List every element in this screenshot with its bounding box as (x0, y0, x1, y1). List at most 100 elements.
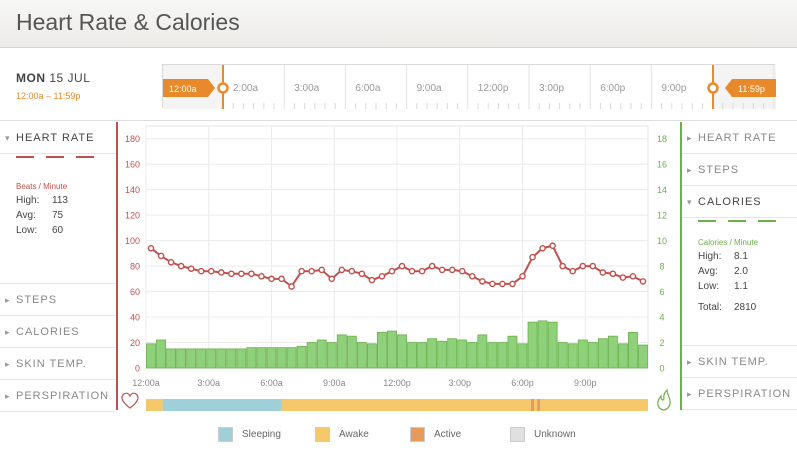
calorie-bar (156, 339, 166, 369)
x-tick-label: 6:00p (511, 378, 534, 388)
sidebar-item-calories[interactable]: CALORIES (682, 186, 797, 218)
range-label: 12:00a – 11:59p (16, 91, 81, 101)
heart-rate-point (519, 272, 526, 280)
y-right-tick-label: 10 (657, 236, 667, 246)
timeline-tick-label: 9:00p (661, 83, 686, 94)
timeline-tick-label: 3:00p (539, 83, 564, 94)
y-right-tick-label: 18 (657, 134, 667, 144)
y-right-tick-label: 0 (659, 364, 664, 374)
legend-item-active: Active (410, 427, 461, 442)
y-left-tick-label: 100 (125, 236, 140, 246)
calorie-bar (226, 348, 237, 369)
heart-rate-point (428, 262, 436, 270)
sidebar-item-perspiration[interactable]: PERSPIRATION (0, 380, 116, 412)
heart-rate-point (268, 275, 275, 283)
heart-rate-point (468, 272, 476, 280)
y-left-tick-label: 140 (125, 185, 140, 195)
stat-low: Low: 60 (16, 225, 64, 236)
calorie-bar (206, 348, 217, 369)
heart-rate-point (177, 262, 185, 270)
heart-rate-point (318, 266, 325, 274)
activity-segment (540, 399, 648, 411)
timeline-tick-label: 6:00p (600, 83, 625, 94)
calorie-bar (567, 343, 578, 369)
date-label: MON 15 JUL (16, 71, 90, 85)
heart-rate-point (187, 265, 195, 272)
calorie-bar (326, 342, 337, 369)
heart-rate-point (599, 269, 607, 276)
calorie-bar (377, 331, 387, 369)
calorie-bar (296, 345, 307, 369)
sidebar-item-steps[interactable]: STEPS (0, 284, 116, 316)
left-sidebar: HEART RATE Beats / Minute High:113 Avg:7… (0, 122, 116, 412)
sidebar-item-label: HEART RATE (16, 132, 95, 144)
heart-rate-point (298, 267, 305, 275)
calorie-bar (437, 340, 448, 369)
y-left-tick-label: 80 (130, 262, 140, 272)
heart-rate-point (207, 267, 215, 275)
heart-rate-point (609, 270, 617, 278)
calorie-bar (407, 342, 417, 369)
sidebar-item-steps[interactable]: STEPS (682, 154, 797, 186)
calorie-bar (166, 348, 177, 369)
heart-rate-point (438, 266, 446, 274)
date-value: 15 JUL (49, 71, 91, 85)
sidebar-item-calories[interactable]: CALORIES (0, 316, 116, 348)
calorie-bar (216, 348, 227, 369)
heart-rate-point (559, 262, 566, 270)
calorie-bar (246, 347, 257, 369)
calorie-bar (427, 338, 438, 369)
y-left-tick-label: 20 (130, 338, 140, 348)
y-left-tick-label: 180 (125, 134, 140, 144)
calorie-bar (236, 348, 247, 369)
y-left-tick-label: 120 (125, 211, 140, 221)
heart-rate-point (348, 267, 356, 275)
heart-rate-point (378, 272, 386, 280)
heart-rate-panel: Beats / Minute High: 113 Avg: 75 Low: 60 (0, 154, 116, 284)
calories-dash-line (698, 220, 776, 222)
sidebar-item-heart-rate[interactable]: HEART RATE (682, 122, 797, 154)
activity-segment (146, 399, 163, 411)
calorie-bar (286, 347, 297, 369)
calorie-bar (477, 334, 488, 369)
app-header: Heart Rate & Calories (0, 0, 797, 48)
page-title: Heart Rate & Calories (16, 9, 240, 35)
calorie-bar (628, 331, 638, 369)
heart-rate-point (509, 280, 516, 288)
calories-unit: Calories / Minute (698, 238, 759, 247)
activity-legend: Sleeping Awake Active Unknown (0, 420, 797, 450)
timeline-tick-label: 6:00a (355, 83, 380, 94)
left-axis-pointer (110, 158, 117, 172)
y-right-tick-label: 6 (659, 287, 664, 297)
heart-rate-point (529, 253, 536, 261)
start-handle-label: 12:00a (169, 84, 197, 94)
legend-item-awake: Awake (315, 427, 369, 442)
calorie-bar (507, 335, 518, 369)
sidebar-item-perspiration[interactable]: PERSPIRATION (682, 378, 797, 410)
x-tick-label: 12:00p (383, 378, 411, 388)
legend-item-unknown: Unknown (510, 427, 576, 442)
end-handle-label: 11:59p (738, 84, 765, 94)
sidebar-item-heart-rate[interactable]: HEART RATE (0, 122, 116, 154)
stat-high: High: 8.1 (698, 251, 748, 262)
calorie-bar (387, 330, 397, 369)
calorie-bar (306, 342, 317, 369)
timeline-scrubber[interactable]: 2:00a 3:00a 6:00a 9:00a 12:00p 3:00p 6:00p 9:00… (159, 64, 795, 109)
x-tick-label: 9:00p (574, 378, 597, 388)
right-axis-pointer (681, 224, 688, 238)
heart-rate-point (368, 276, 376, 284)
legend-item-sleeping: Sleeping (218, 427, 281, 442)
calorie-bar (176, 348, 187, 369)
start-handle (159, 79, 215, 97)
heart-rate-point (589, 262, 597, 270)
heart-rate-point (569, 267, 577, 275)
y-left-tick-label: 0 (135, 364, 140, 374)
calories-panel: Calories / Minute High: 8.1 Avg: 2.0 Low: 1… (682, 218, 797, 346)
y-left-tick-label: 40 (130, 313, 140, 323)
calorie-bar (467, 342, 478, 369)
stat-low: Low: 1.1 (698, 281, 748, 292)
sidebar-item-skin-temp[interactable]: SKIN TEMP. (0, 348, 116, 380)
sidebar-item-skin-temp[interactable]: SKIN TEMP. (682, 346, 797, 378)
heart-rate-point (167, 258, 175, 266)
activity-segment (162, 399, 282, 411)
